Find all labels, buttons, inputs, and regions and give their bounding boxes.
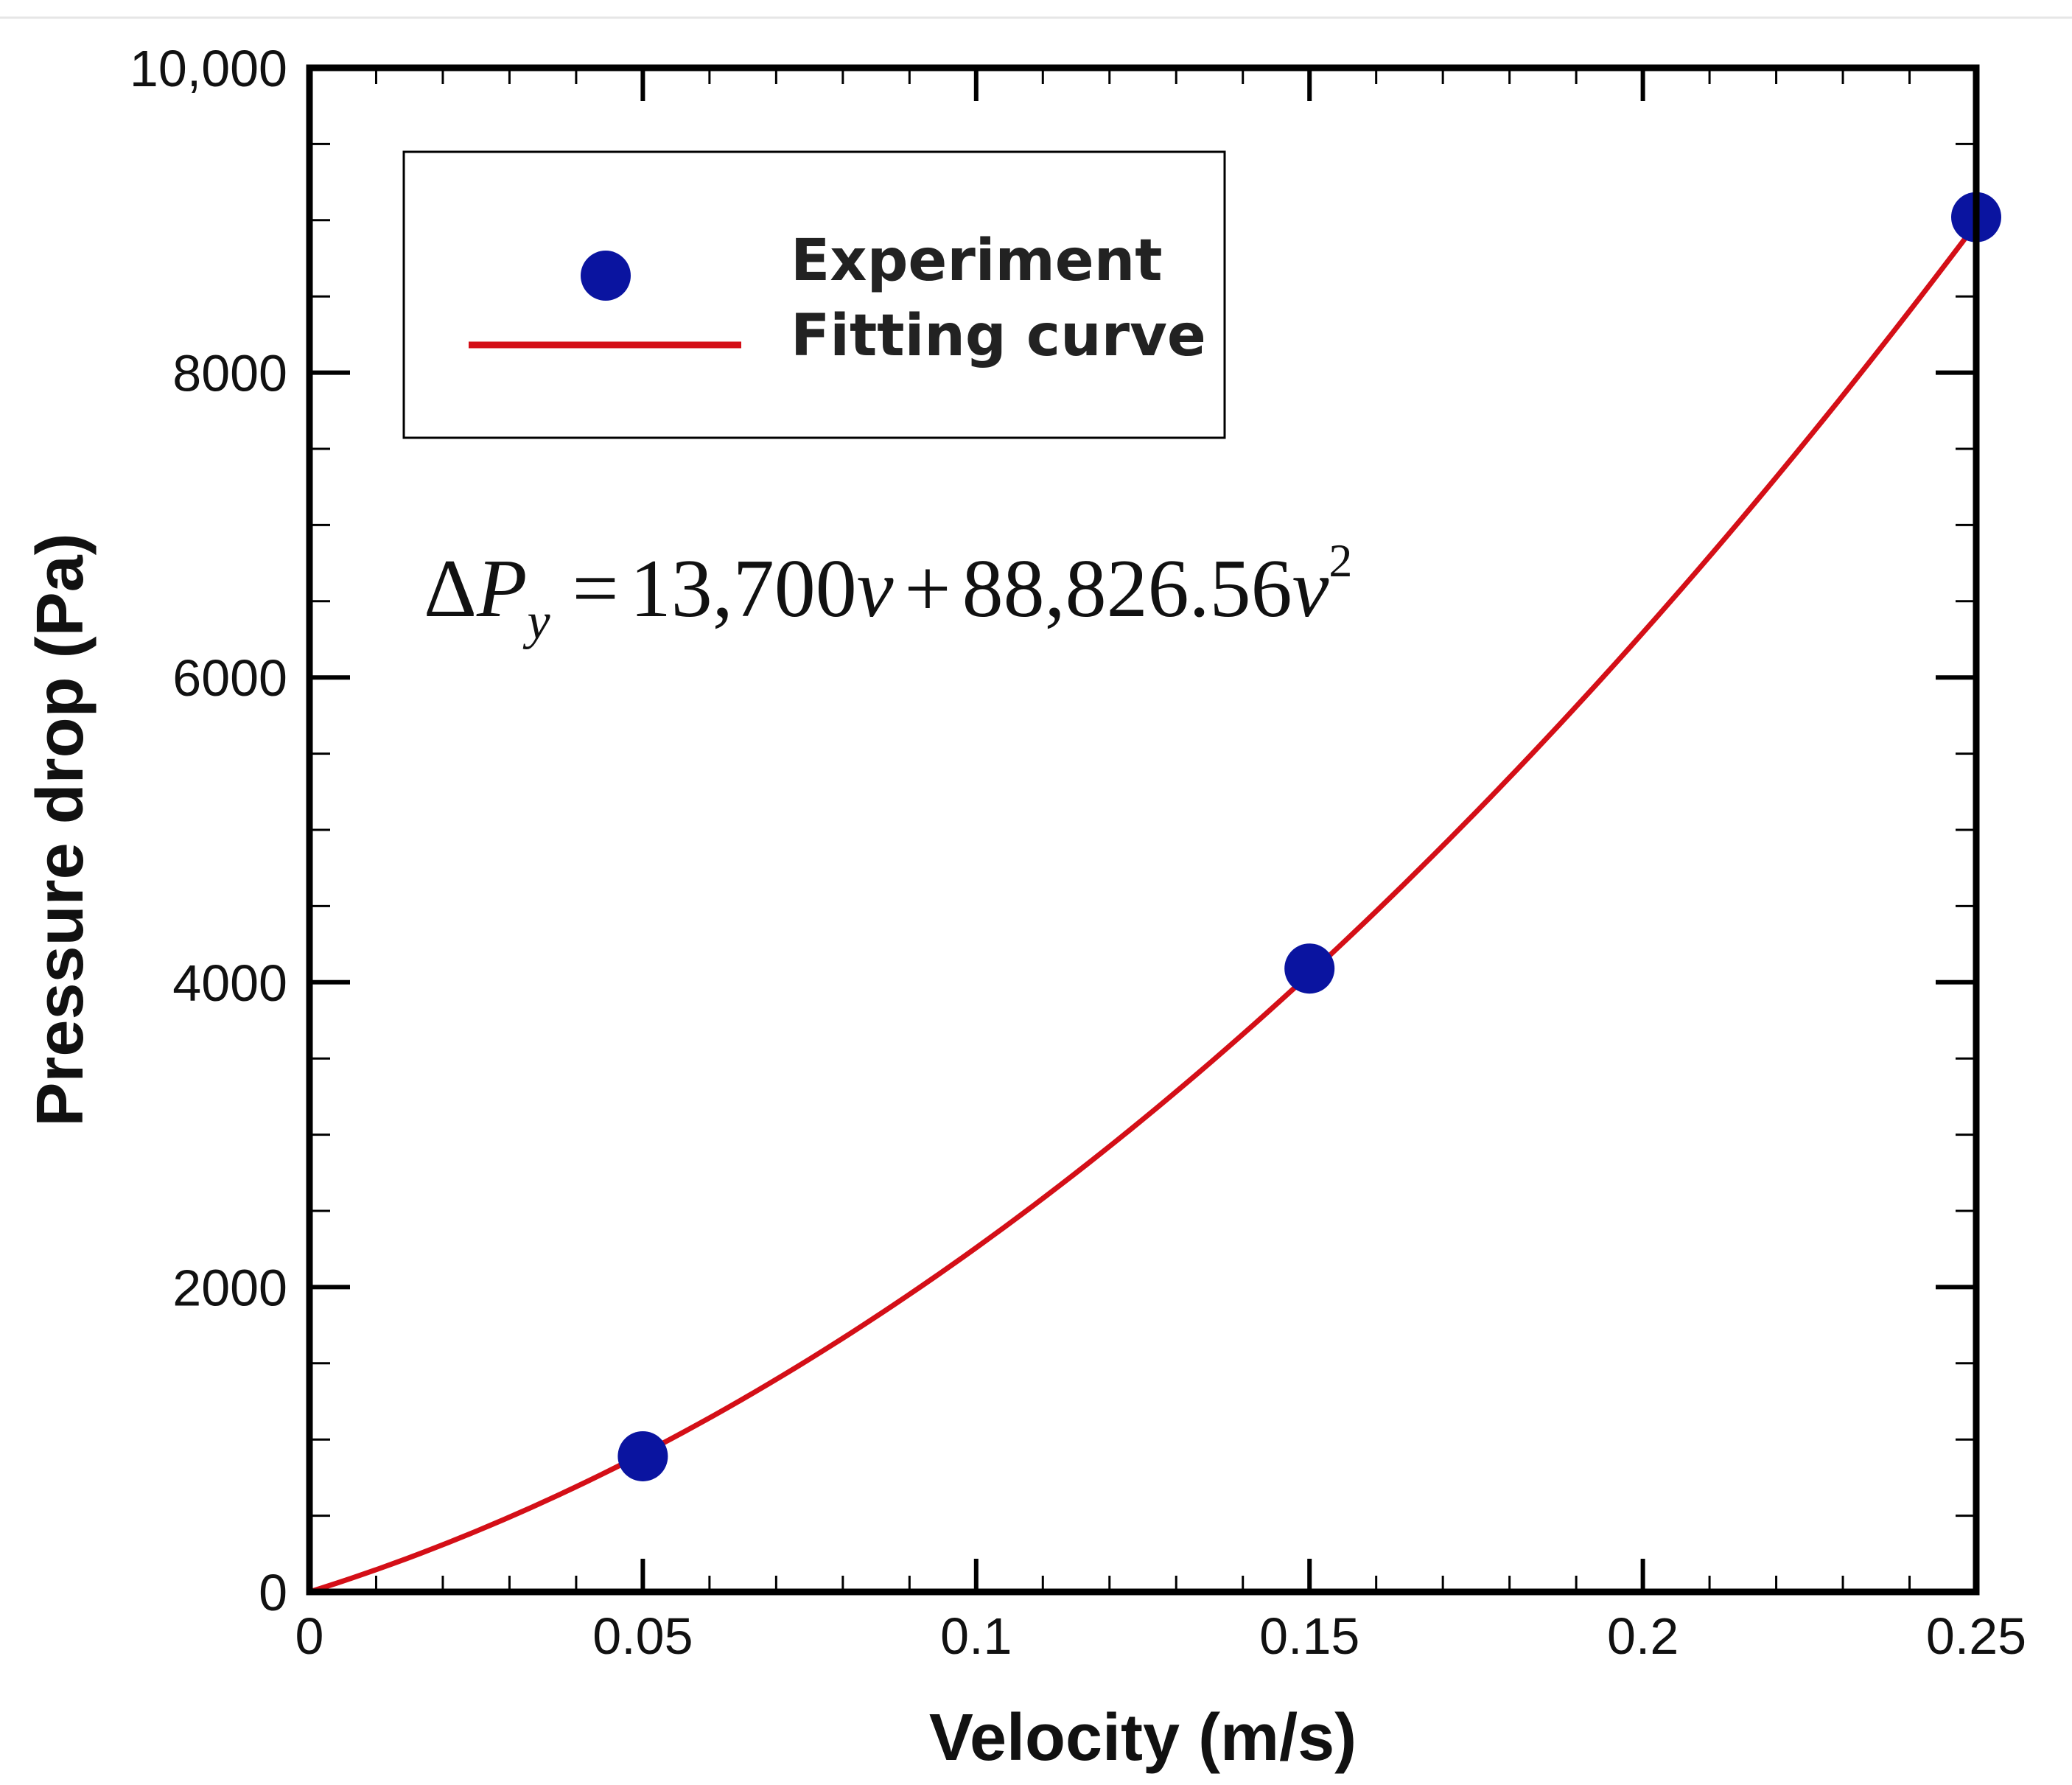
fitting-curve-layer	[307, 221, 1979, 1595]
x-tick-label: 0.25	[1926, 1607, 2026, 1665]
y-tick-label: 4000	[172, 954, 287, 1012]
x-tick-label: 0.2	[1607, 1607, 1679, 1665]
eq-plus: +	[904, 543, 951, 635]
y-tick-label: 6000	[172, 649, 287, 707]
x-axis-title: Velocity (m/s)	[929, 1701, 1357, 1775]
y-tick-label: 8000	[172, 345, 287, 402]
x-tick-label: 0	[295, 1607, 324, 1665]
plot-frame	[306, 64, 1980, 1596]
eq-subscript: y	[522, 593, 550, 650]
experiment-point	[1284, 943, 1335, 994]
y-tick-label: 0	[259, 1564, 287, 1621]
legend: Experiment Fitting curve	[402, 150, 1226, 439]
eq-linear-coef: 13,700	[630, 543, 857, 635]
eq-var: v	[857, 543, 894, 635]
x-tick-label: 0.15	[1259, 1607, 1359, 1665]
fit-equation: ΔPy = 13,700v +88,826.56v2	[424, 534, 1352, 650]
fitting-curve-line	[307, 221, 1979, 1595]
legend-box	[402, 150, 1226, 439]
x-tick-label: 0.05	[592, 1607, 693, 1665]
experiment-point	[617, 1431, 668, 1481]
tick-labels: 0 0.05 0.1 0.15 0.2 0.25 0 2000 4000 6000 8000 10,0…	[130, 40, 2026, 1665]
experiment-points-layer	[617, 192, 2001, 1481]
eq-var2: v	[1292, 543, 1329, 635]
x-tick-label: 0.1	[940, 1607, 1012, 1665]
eq-symbol: P	[476, 543, 527, 635]
y-axis-title: Pressure drop (Pa)	[24, 533, 97, 1126]
y-tick-label: 2000	[172, 1259, 287, 1316]
legend-fitting-curve-label: Fitting curve	[791, 303, 1206, 369]
eq-equals: =	[573, 543, 619, 635]
eq-delta: Δ	[424, 543, 477, 635]
eq-exponent: 2	[1329, 534, 1352, 587]
legend-experiment-marker	[581, 251, 631, 301]
eq-quadratic-coef: 88,826.56	[962, 543, 1292, 635]
legend-experiment-label: Experiment	[791, 228, 1163, 294]
y-tick-label: 10,000	[130, 40, 287, 97]
